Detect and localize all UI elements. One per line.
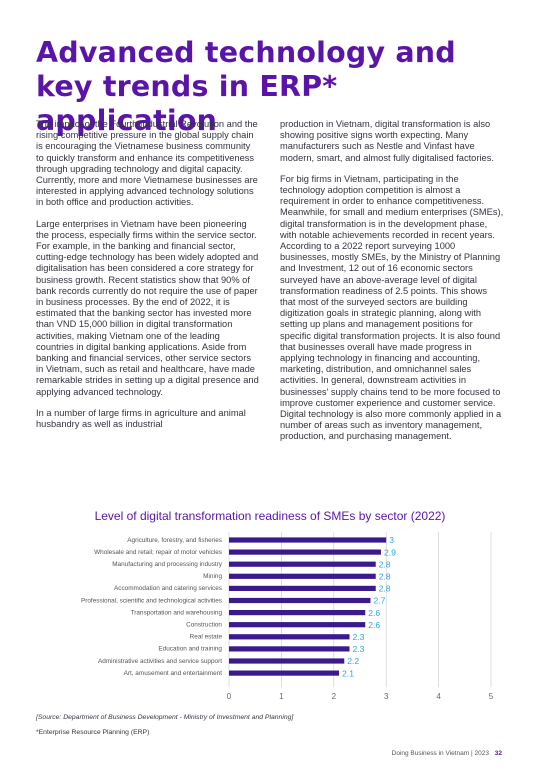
bar-chart: 0 1 2 3 4 5 Agriculture, forestry, and fisheri… bbox=[81, 532, 494, 701]
category-label: Manufacturing and processing industry bbox=[112, 561, 223, 568]
page-title: Advanced technology and key trends in ER… bbox=[36, 36, 456, 137]
data-label: 2.6 bbox=[368, 620, 380, 630]
category-label: Transportation and warehousing bbox=[131, 609, 223, 616]
data-label: 3 bbox=[389, 535, 394, 545]
page-number: 32 bbox=[494, 750, 502, 757]
data-label: 2.9 bbox=[384, 547, 396, 557]
category-label: Administrative activities and service su… bbox=[98, 658, 222, 665]
footnote: *Enterprise Resource Planning (ERP) bbox=[36, 729, 150, 736]
bar bbox=[229, 634, 350, 640]
bar bbox=[229, 561, 376, 567]
data-label: 2.6 bbox=[368, 608, 380, 618]
chart-title: Level of digital transformation readines… bbox=[94, 509, 446, 523]
paragraph: The impact of the Fourth Industrial Revo… bbox=[36, 119, 258, 208]
category-label: Mining bbox=[203, 573, 222, 580]
page-footer: Doing Business in Vietnam | 2023 32 bbox=[392, 750, 502, 757]
source-note: [Source: Department of Business Developm… bbox=[36, 714, 294, 721]
data-label: 2.8 bbox=[379, 559, 391, 569]
category-label: Education and training bbox=[158, 646, 222, 653]
x-tick-label: 4 bbox=[436, 692, 441, 701]
category-label: Art, amusement and entertainment bbox=[124, 670, 223, 677]
x-tick-label: 0 bbox=[227, 692, 232, 701]
x-tick-label: 1 bbox=[279, 692, 284, 701]
bar bbox=[229, 549, 381, 555]
x-tick-label: 3 bbox=[384, 692, 389, 701]
paragraph: Large enterprises in Vietnam have been p… bbox=[36, 218, 259, 397]
data-label: 2.3 bbox=[353, 644, 365, 654]
category-label: Accommodation and catering services bbox=[114, 585, 222, 592]
category-label: Professional, scientific and technologic… bbox=[81, 597, 222, 604]
left-column: The impact of the Fourth Industrial Revo… bbox=[36, 119, 260, 440]
bar bbox=[229, 622, 366, 628]
data-label: 2.8 bbox=[379, 572, 391, 582]
paragraph: For big firms in Vietnam, participating … bbox=[280, 173, 504, 442]
data-label: 2.1 bbox=[342, 668, 354, 678]
x-tick-label: 2 bbox=[332, 692, 337, 701]
category-label: Construction bbox=[186, 622, 222, 629]
paragraph: In a number of large firms in agricultur… bbox=[36, 407, 246, 430]
right-column: production in Vietnam, digital transform… bbox=[280, 119, 504, 453]
bar bbox=[229, 597, 371, 604]
bar bbox=[229, 573, 376, 579]
bar bbox=[229, 658, 345, 664]
bar bbox=[229, 585, 376, 591]
bar bbox=[229, 646, 350, 652]
bar bbox=[229, 670, 340, 676]
data-label: 2.2 bbox=[347, 656, 359, 666]
data-label: 2.7 bbox=[373, 596, 385, 606]
x-tick-label: 5 bbox=[489, 692, 494, 701]
category-label: Wholesale and retail; repair of motor ve… bbox=[94, 549, 222, 556]
category-label: Real estate bbox=[190, 634, 223, 641]
bar bbox=[229, 537, 387, 543]
paragraph: production in Vietnam, digital transform… bbox=[280, 119, 494, 163]
bar bbox=[229, 610, 366, 616]
category-label: Agriculture, forestry, and fisheries bbox=[127, 537, 222, 544]
data-label: 2.8 bbox=[379, 584, 391, 594]
footer-text: Doing Business in Vietnam | 2023 bbox=[391, 750, 489, 757]
data-label: 2.3 bbox=[353, 632, 365, 642]
